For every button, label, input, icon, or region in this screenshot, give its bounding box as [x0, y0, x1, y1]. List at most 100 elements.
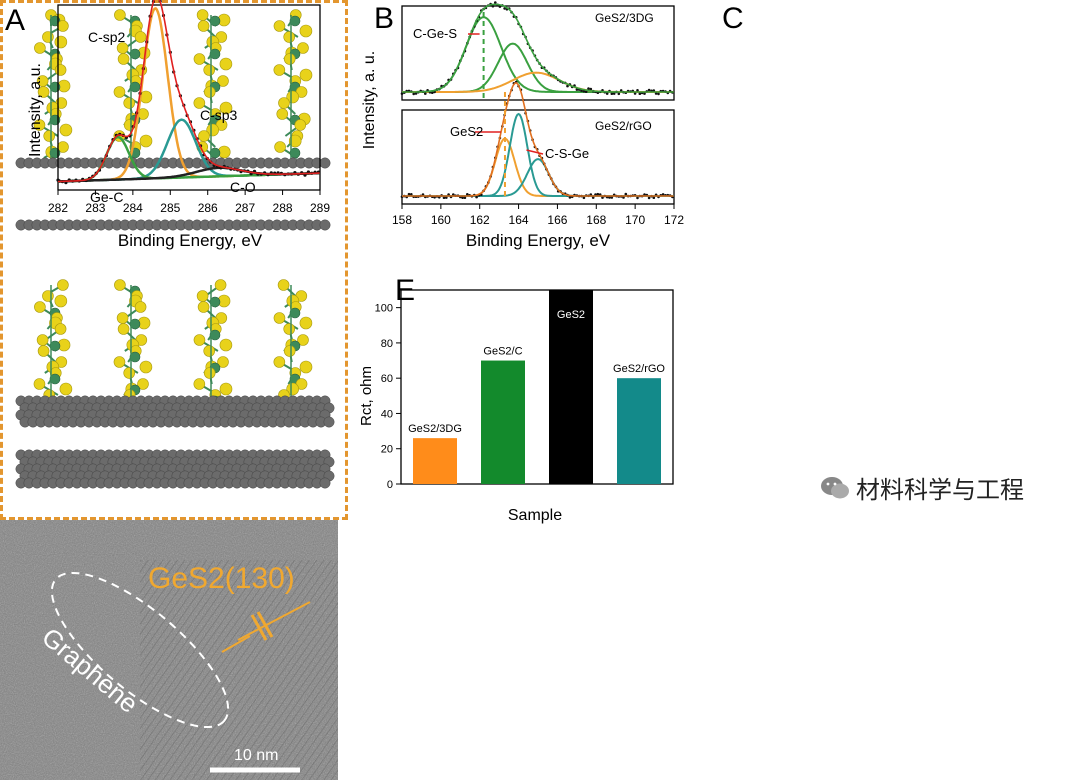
- panel-b-chart: B Intensity, a. u. 158 160 162 164 166 168 170…: [340, 0, 700, 262]
- sulfur-atom: [278, 280, 289, 291]
- annotation-co: C-O: [230, 179, 256, 195]
- panel-b-data-point: [648, 197, 651, 200]
- panel-e-ytick-label: 100: [375, 303, 393, 315]
- sulfur-atom: [284, 324, 295, 335]
- panel-b-xtick-label: 168: [586, 213, 606, 227]
- sulfur-atom: [57, 280, 68, 291]
- graphene-carbon-atom: [320, 478, 330, 488]
- annotation-cges: C-Ge-S: [413, 26, 457, 41]
- panel-d-letter: D: [6, 268, 28, 302]
- panel-a-xtick-label: 282: [48, 201, 68, 215]
- panel-e-bar-label: GeS2: [557, 309, 585, 321]
- panel-e-ytick-label: 40: [381, 408, 393, 420]
- annotation-csp2: C-sp2: [88, 29, 126, 45]
- sulfur-atom: [284, 346, 295, 357]
- panel-b-top-label: GeS2/3DG: [595, 11, 654, 25]
- panel-e-bars: GeS2/3DG GeS2/C GeS2 GeS2/rGO: [408, 290, 665, 484]
- panel-a-xtick-label: 284: [123, 201, 143, 215]
- sulfur-atom: [204, 368, 215, 379]
- sulfur-atom: [300, 317, 312, 329]
- sulfur-atom: [55, 295, 67, 307]
- panel-a-xtick-label: 288: [273, 201, 293, 215]
- panel-e-ytick-label: 80: [381, 338, 393, 350]
- panel-a-curves: [56, 0, 320, 184]
- panel-b-data-point: [597, 193, 600, 196]
- sulfur-atom: [194, 335, 205, 346]
- sulfur-atom: [117, 313, 128, 324]
- panel-a-xtick-label: 289: [310, 201, 330, 215]
- watermark: 材料科学与工程: [814, 468, 1030, 507]
- panel-b-data-point: [412, 93, 415, 96]
- panel-b-xtick-label: 164: [509, 213, 529, 227]
- panel-b-xtick-label: 170: [625, 213, 645, 227]
- panel-b-data-point: [648, 89, 651, 92]
- panel-b-xtick-label: 162: [470, 213, 490, 227]
- annotation-gec: Ge-C: [90, 189, 123, 205]
- panel-b-xlabel: Binding Energy, eV: [466, 231, 611, 250]
- panel-b-data-point: [583, 197, 586, 200]
- sulfur-atom: [114, 280, 125, 291]
- panel-b-xtick-label: 166: [547, 213, 567, 227]
- panel-e-bar: [617, 378, 661, 484]
- panel-b-data-point: [606, 92, 609, 95]
- scale-bar-label: 10 nm: [234, 747, 278, 764]
- panel-a-ylabel: Intensity, a.u.: [27, 63, 44, 157]
- panel-b-data-point: [611, 92, 614, 95]
- panel-d-tem-image: Graphene GeS2(130) 10 nm: [0, 520, 338, 780]
- sulfur-atom: [215, 280, 226, 291]
- annotation-ges2: GeS2: [450, 124, 483, 139]
- panel-e-bar-label: GeS2/3DG: [408, 423, 462, 435]
- panel-b-data-point: [625, 193, 628, 196]
- sulfur-atom: [140, 361, 152, 373]
- sulfur-atom: [124, 368, 135, 379]
- sulfur-atom: [55, 324, 66, 335]
- annotation-csp3: C-sp3: [200, 107, 238, 123]
- panel-b-data-point: [475, 196, 478, 199]
- panel-a-xlabel: Binding Energy, eV: [118, 231, 263, 250]
- panel-b-peak: [402, 44, 674, 92]
- panel-b-xticks: 158 160 162 164 166 168 170 172: [392, 204, 684, 227]
- sulfur-atom: [60, 383, 72, 395]
- panel-e-bar: [481, 361, 525, 484]
- panel-e-ytick-label: 60: [381, 373, 393, 385]
- sulfur-atom: [274, 313, 285, 324]
- panel-e-xlabel: Sample: [508, 507, 562, 524]
- panel-b-xtick-label: 172: [664, 213, 684, 227]
- panel-a-fit-envelope: [58, 0, 320, 182]
- sulfur-atom: [204, 346, 215, 357]
- panel-b-data-point: [408, 193, 411, 196]
- sulfur-atom: [37, 335, 48, 346]
- panel-b-bottom-label: GeS2/rGO: [595, 119, 652, 133]
- panel-a-xtick-label: 286: [198, 201, 218, 215]
- sulfur-atom: [220, 339, 232, 351]
- panel-b-data-point: [618, 93, 621, 96]
- sulfur-atom: [114, 357, 125, 368]
- sulfur-atom: [198, 302, 209, 313]
- annotation-csge: C-S-Ge: [545, 146, 589, 161]
- panel-b-data-point: [424, 92, 427, 95]
- panel-e-bar-label: GeS2/C: [483, 346, 522, 358]
- sulfur-atom: [42, 291, 53, 302]
- panel-a-letter: A: [5, 4, 25, 37]
- panel-e-bar: [413, 438, 457, 484]
- panel-e-bar-label: GeS2/rGO: [613, 363, 665, 375]
- panel-b-data-point: [657, 93, 660, 96]
- panel-e-yticks: 0 20 40 60 80 100: [375, 303, 401, 491]
- sulfur-atom: [38, 346, 49, 357]
- panel-b-ylabel: Intensity, a. u.: [361, 51, 378, 149]
- sulfur-atom: [194, 379, 205, 390]
- panel-c-letter: C: [722, 2, 744, 36]
- panel-b-data-point: [587, 87, 590, 90]
- panel-b-data-point: [636, 197, 639, 200]
- wechat-icon: [820, 475, 850, 501]
- panel-e-ytick-label: 20: [381, 444, 393, 456]
- panel-e-bar-chart: E Rct, ohm 020406080100 GeS2/3DGGeS2/CGe…: [345, 266, 690, 532]
- sulfur-atom: [274, 357, 285, 368]
- panel-e-ytick-label: 0: [387, 479, 393, 491]
- panel-b-data-point: [569, 196, 572, 199]
- sulfur-atom: [197, 291, 208, 302]
- panel-a-xtick-label: 287: [235, 201, 255, 215]
- panel-b-data-point: [494, 1, 497, 4]
- panel-b-letter: B: [374, 2, 394, 35]
- sulfur-atom: [34, 302, 45, 313]
